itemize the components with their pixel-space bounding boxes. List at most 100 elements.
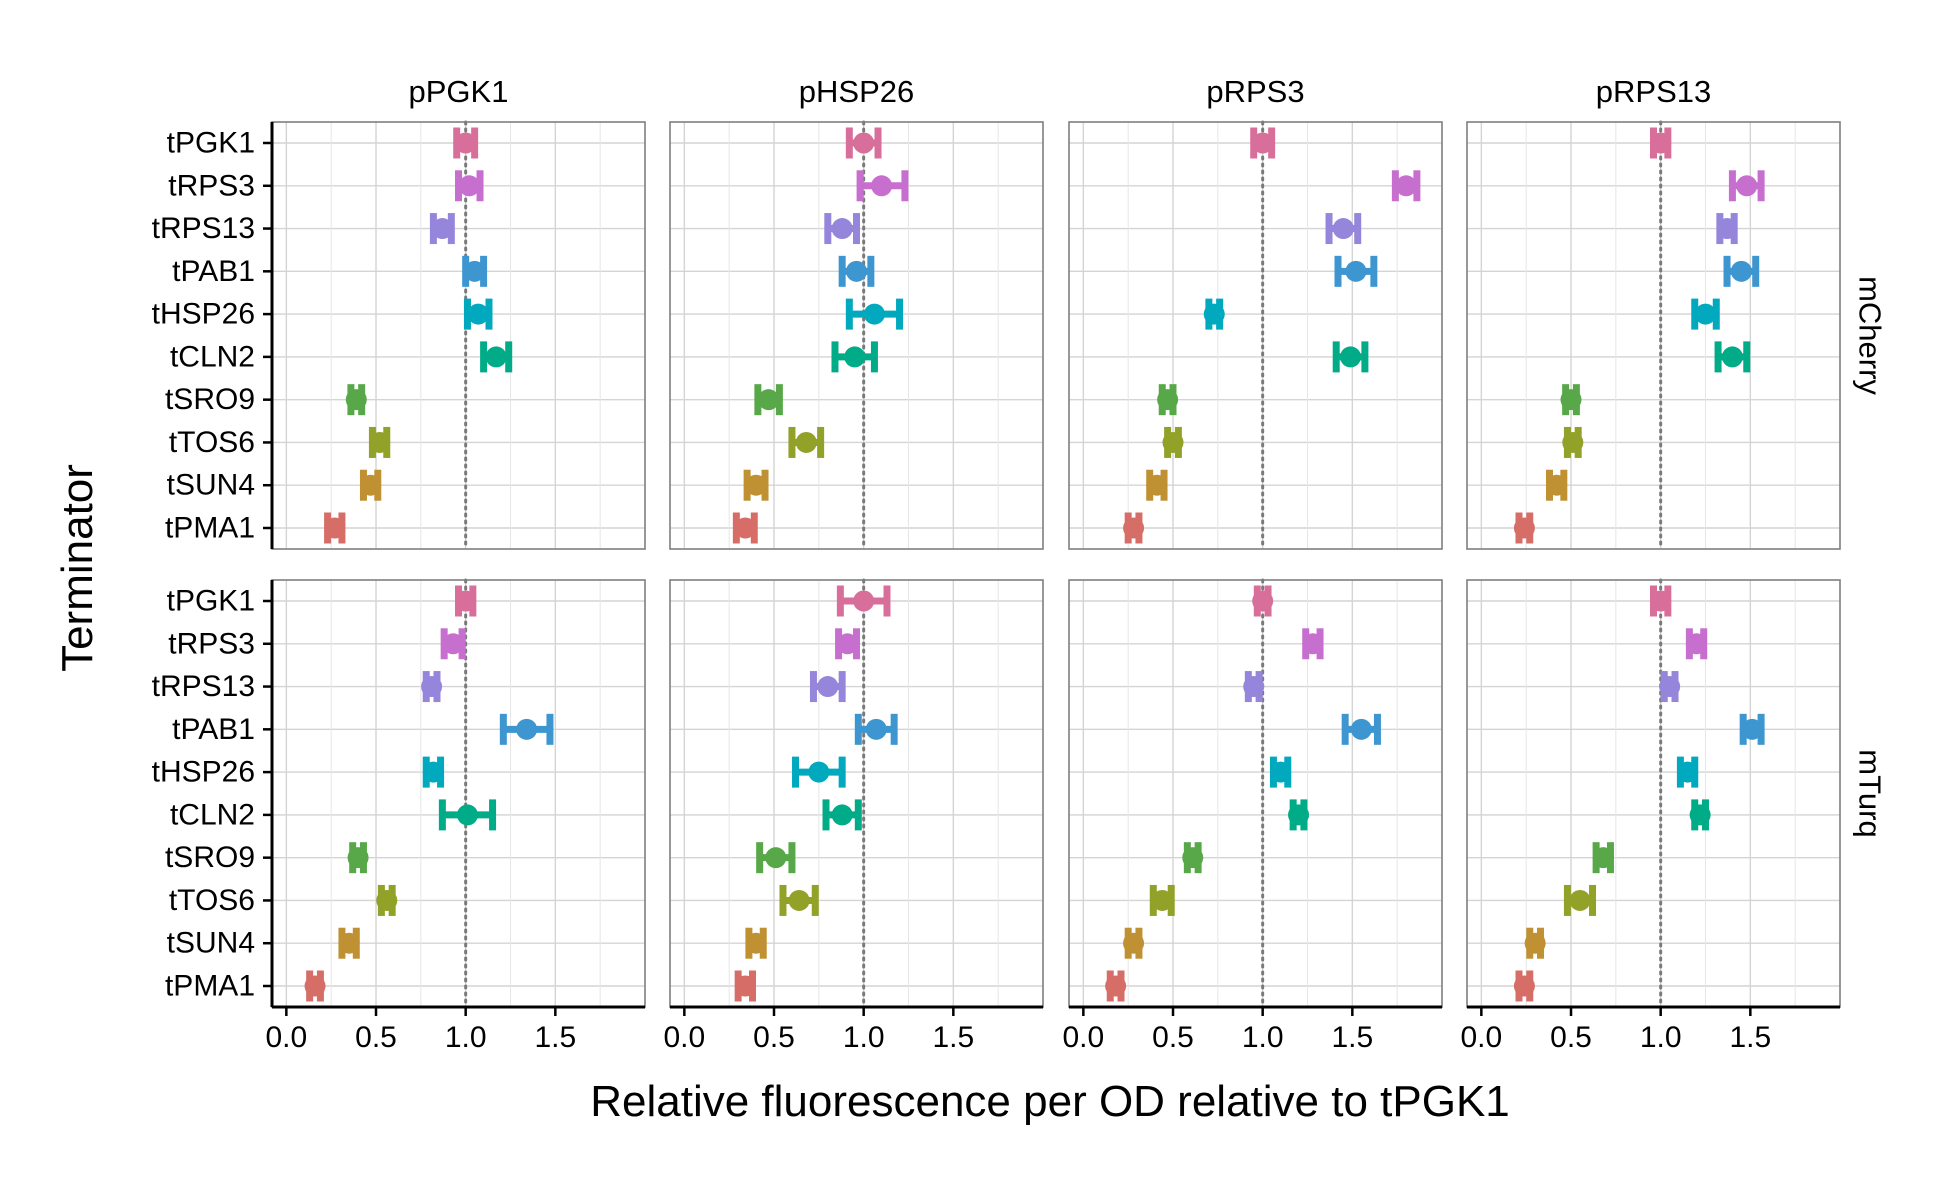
y-tick-label-tRPS13: tRPS13: [152, 212, 255, 245]
panels-layer: [271, 120, 1841, 1009]
panel-mTurq-pRPS3: [1068, 578, 1443, 1009]
panel-border: [669, 121, 1044, 550]
panel-mTurq-pPGK1: [271, 578, 646, 1009]
point-tPGK1: [853, 590, 875, 612]
y-tick-label-tPGK1: tPGK1: [167, 127, 255, 160]
point-tSRO9: [1592, 847, 1614, 869]
panel-mCherry-pPGK1: [271, 120, 646, 551]
point-tPGK1: [455, 590, 477, 612]
panel-border: [1466, 121, 1841, 550]
point-tPAB1: [1345, 260, 1367, 282]
point-tHSP26: [1677, 761, 1699, 783]
point-tSUN4: [338, 932, 360, 954]
y-tick-label-tTOS6: tTOS6: [169, 884, 255, 917]
panel-background: [1069, 122, 1442, 549]
point-tCLN2: [844, 346, 866, 368]
x-tick-label: 0.0: [1062, 1021, 1104, 1054]
point-tTOS6: [788, 889, 810, 911]
y-tick-label-tRPS3: tRPS3: [168, 627, 255, 660]
point-tRPS13: [421, 676, 443, 698]
x-tick-label: 1.5: [1729, 1021, 1771, 1054]
point-tRPS3: [1736, 175, 1758, 197]
point-tCLN2: [485, 346, 507, 368]
panel-border: [1068, 121, 1443, 550]
point-tTOS6: [1162, 431, 1184, 453]
point-tSUN4: [745, 932, 767, 954]
point-tRPS13: [831, 218, 853, 240]
point-tRPS3: [442, 633, 464, 655]
point-tSRO9: [1157, 389, 1179, 411]
point-tRPS3: [458, 175, 480, 197]
point-tPMA1: [734, 517, 756, 539]
panel-mCherry-pHSP26: [669, 120, 1044, 551]
point-tSUN4: [1546, 474, 1568, 496]
y-tick-label-tSUN4: tSUN4: [167, 469, 255, 502]
x-tick-label: 0.5: [355, 1021, 397, 1054]
point-tRPS13: [1243, 676, 1265, 698]
point-tRPS3: [1686, 633, 1708, 655]
point-tSRO9: [345, 389, 367, 411]
point-tPAB1: [1350, 718, 1372, 740]
panel-background: [670, 122, 1043, 549]
point-tSRO9: [1560, 389, 1582, 411]
point-tPAB1: [516, 718, 538, 740]
y-tick-label-tPAB1: tPAB1: [172, 713, 255, 746]
point-tSUN4: [1524, 932, 1546, 954]
x-tick-label: 1.5: [534, 1021, 576, 1054]
panel-background: [1467, 122, 1840, 549]
point-tRPS13: [431, 218, 453, 240]
point-tPMA1: [1105, 975, 1127, 997]
point-tCLN2: [831, 804, 853, 826]
x-tick-label: 0.0: [1460, 1021, 1502, 1054]
x-axis-title: Relative fluorescence per OD relative to…: [590, 1077, 1510, 1126]
y-tick-label-tRPS13: tRPS13: [152, 670, 255, 703]
point-tCLN2: [1340, 346, 1362, 368]
x-tick-label: 0.5: [1550, 1021, 1592, 1054]
point-tHSP26: [1270, 761, 1292, 783]
y-tick-label-tPMA1: tPMA1: [165, 512, 255, 545]
point-tCLN2: [456, 804, 478, 826]
point-tTOS6: [1562, 431, 1584, 453]
y-axis-title: Terminator: [53, 464, 102, 672]
point-tSUN4: [1123, 932, 1145, 954]
strip-label-pPGK1: pPGK1: [409, 74, 509, 109]
x-tick-label: 0.0: [663, 1021, 705, 1054]
x-tick-label: 1.0: [445, 1021, 487, 1054]
y-tick-label-tPMA1: tPMA1: [165, 970, 255, 1003]
point-tRPS13: [1659, 676, 1681, 698]
point-tHSP26: [467, 303, 489, 325]
point-tPGK1: [455, 132, 477, 154]
point-tPGK1: [1650, 132, 1672, 154]
point-tPAB1: [1741, 718, 1763, 740]
strip-label-mCherry: mCherry: [1853, 276, 1888, 395]
strip-label-pRPS3: pRPS3: [1206, 74, 1304, 109]
strip-label-mTurq: mTurq: [1853, 749, 1888, 837]
point-tTOS6: [369, 431, 391, 453]
point-tSRO9: [1182, 847, 1204, 869]
y-tick-label-tRPS3: tRPS3: [168, 169, 255, 202]
point-tRPS3: [1395, 175, 1417, 197]
point-tCLN2: [1689, 804, 1711, 826]
y-tick-label-tCLN2: tCLN2: [170, 340, 255, 373]
axes-layer: pPGK1 pHSP26 pRPS3 pRPS13 mCherry mTurq tPGK1 t…: [152, 74, 1888, 1054]
y-tick-label-tCLN2: tCLN2: [170, 798, 255, 831]
panel-mTurq-pRPS13: [1466, 578, 1841, 1009]
y-tick-label-tSRO9: tSRO9: [165, 841, 255, 874]
x-tick-label: 1.5: [1331, 1021, 1373, 1054]
point-tSUN4: [1146, 474, 1168, 496]
x-tick-label: 0.5: [1152, 1021, 1194, 1054]
panel-mCherry-pRPS13: [1466, 120, 1841, 551]
y-tick-label-tSUN4: tSUN4: [167, 927, 255, 960]
point-tHSP26: [422, 761, 444, 783]
point-tPGK1: [1252, 590, 1274, 612]
point-tSUN4: [360, 474, 382, 496]
panel-mTurq-pHSP26: [669, 578, 1044, 1009]
point-tHSP26: [808, 761, 830, 783]
point-tTOS6: [1151, 889, 1173, 911]
point-tPAB1: [865, 718, 887, 740]
point-tPMA1: [734, 975, 756, 997]
point-tSRO9: [347, 847, 369, 869]
point-tRPS13: [817, 676, 839, 698]
y-tick-label-tPGK1: tPGK1: [167, 585, 255, 618]
